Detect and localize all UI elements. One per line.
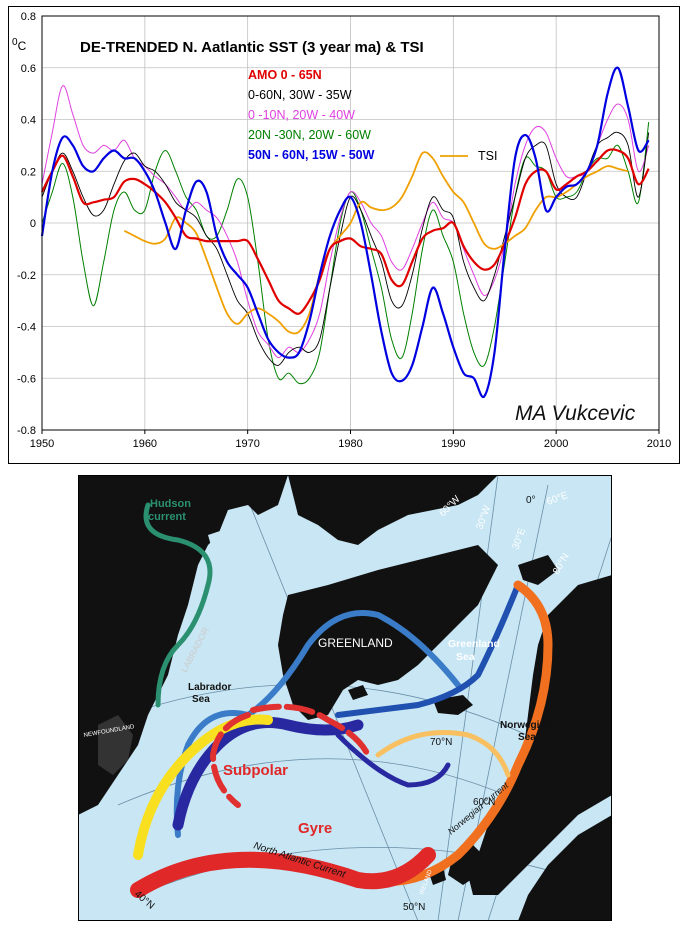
legend: AMO 0 - 65N 0-60N, 30W - 35W 0 -10N, 20W -…: [248, 68, 497, 163]
land-newfoundland: [98, 715, 133, 775]
subpolar-gyre-arrow-west: [209, 712, 251, 808]
y-axis-unit: 0C: [12, 37, 27, 53]
y-tick-label: 0.6: [21, 63, 36, 75]
hudson-bay-water: [208, 525, 253, 585]
author-signature: MA Vukcevic: [515, 402, 636, 425]
legend-entry-4: 50N - 60N, 15W - 50W: [248, 148, 375, 162]
chart-frame: [8, 6, 680, 464]
tick-layer: -0.8 -0.6 -0.4 -0.2 0 0.2 0.4 0.6 0.8 1950 1960 197…: [17, 11, 671, 450]
series-line-1: [41, 131, 650, 366]
land-masses: [78, 475, 612, 921]
map-svg: Hudson current LABRADOR Labrador Sea GREEN…: [78, 474, 613, 922]
land-arctic-islands: [288, 475, 498, 545]
label-hudson-line2: current: [148, 511, 186, 523]
greenland-sea-current: [335, 582, 521, 718]
chart-title: DE-TRENDED N. Aatlantic SST (3 year ma) …: [80, 39, 424, 56]
y-tick-label: -0.8: [17, 425, 36, 437]
legend-entry-2: 0 -10N, 20W - 40W: [248, 108, 355, 122]
legend-entry-3: 20N -30N, 20W - 60W: [248, 128, 371, 142]
label-gyre: Gyre: [298, 820, 332, 837]
north-atlantic-currents-map: Hudson current LABRADOR Labrador Sea GREEN…: [78, 474, 613, 922]
label-lat-50n: 50°N: [403, 902, 425, 913]
x-tick-label: 1990: [441, 438, 465, 450]
land-greenland: [278, 545, 498, 720]
land-scandinavia: [468, 575, 612, 895]
y-tick-label: 0: [30, 218, 36, 230]
y-tick-label: -0.2: [17, 270, 36, 282]
label-norwegian-sea-line1: Norwegian: [500, 720, 551, 731]
y-tick-label: 0.2: [21, 166, 36, 178]
y-tick-label: -0.6: [17, 373, 36, 385]
label-lat-60n: 60°N: [473, 797, 495, 808]
chart-svg: -0.8 -0.6 -0.4 -0.2 0 0.2 0.4 0.6 0.8 1950 1960 197…: [8, 6, 680, 464]
land-iceland-bits: [348, 685, 368, 700]
x-tick-label: 1950: [30, 438, 54, 450]
y-tick-label: 0.8: [21, 11, 36, 23]
series-layer: [40, 66, 650, 399]
x-tick-label: 2010: [647, 438, 671, 450]
label-labrador-sea: Labrador Sea: [188, 682, 231, 705]
warm-return-yellow: [133, 714, 273, 860]
y-axis-unit-label: C: [18, 39, 27, 53]
land-svalbard: [518, 555, 558, 585]
x-tick-label: 1980: [338, 438, 362, 450]
label-labrador-sea-line2: Sea: [192, 694, 210, 705]
y-axis-unit-superscript: 0: [12, 37, 18, 48]
series-line-5: [123, 151, 629, 335]
legend-entry-1: 0-60N, 30W - 35W: [248, 88, 352, 102]
x-tick-label: 1960: [133, 438, 157, 450]
label-norwegian-sea: Norwegian Sea: [500, 720, 551, 743]
irminger-current: [375, 730, 511, 778]
subpolar-gyre-arrow-east: [250, 703, 371, 758]
label-lon-0: 0°: [526, 495, 536, 506]
label-labrador-sea-line1: Labrador: [188, 682, 231, 693]
ocean-currents: [130, 502, 553, 898]
y-tick-label: 0.4: [21, 115, 36, 127]
north-atlantic-current-arrow: [130, 847, 436, 898]
deep-return-current: [335, 732, 451, 788]
label-subpolar: Subpolar: [223, 762, 288, 779]
labrador-current: [172, 717, 364, 831]
sst-chart: -0.8 -0.6 -0.4 -0.2 0 0.2 0.4 0.6 0.8 1950 1960 197…: [8, 6, 680, 464]
label-hudson-current: Hudson current: [148, 498, 191, 523]
land-europe: [518, 815, 612, 921]
label-hudson-line1: Hudson: [150, 498, 191, 510]
lon-line-30w: [437, 474, 499, 922]
label-greenland-sea: Greenland Sea: [448, 638, 500, 663]
series-line-4: [40, 66, 650, 399]
label-norwegian-sea-line2: Sea: [518, 732, 536, 743]
legend-entry-5: TSI: [478, 149, 497, 163]
lat-line-50n: [137, 846, 599, 896]
label-greenland-sea-line1: Greenland: [448, 638, 500, 650]
land-north-america: [78, 475, 288, 815]
hudson-current-arrow: [143, 502, 213, 708]
legend-entry-0: AMO 0 - 65N: [248, 68, 322, 82]
x-tick-label: 1970: [235, 438, 259, 450]
label-greenland-sea-line2: Sea: [456, 651, 475, 663]
label-lat-70n: 70°N: [430, 737, 452, 748]
map-frame: [78, 475, 612, 921]
label-greenland: GREENLAND: [318, 636, 393, 650]
x-tick-label: 2000: [544, 438, 568, 450]
series-line-0: [41, 148, 650, 315]
y-tick-label: -0.4: [17, 322, 36, 334]
